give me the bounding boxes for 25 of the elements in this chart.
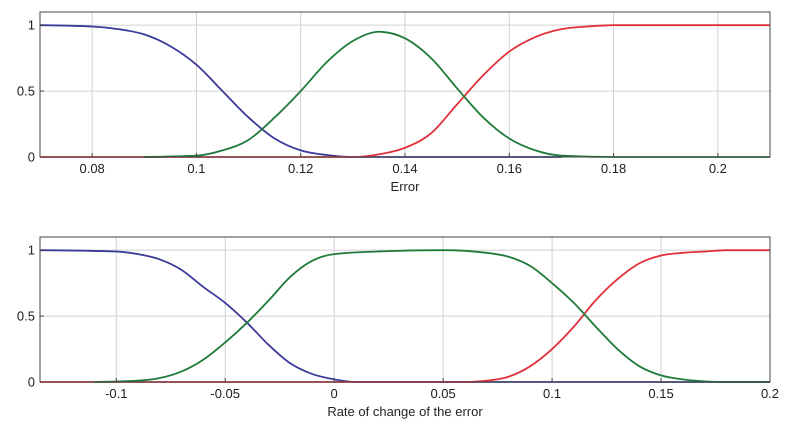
x-tick-label: 0.16 <box>496 161 522 176</box>
y-tick-label: 1 <box>28 242 35 258</box>
x-tick-label: 0.08 <box>79 161 105 176</box>
x-tick-label: 0.15 <box>648 386 674 401</box>
x-tick-label: 0.05 <box>430 386 456 401</box>
x-tick-label: 0.12 <box>288 161 314 176</box>
line-series <box>143 30 771 158</box>
x-tick-label: 0.1 <box>543 386 562 401</box>
x-tick-label: 0.14 <box>392 161 418 176</box>
y-tick-label: 0 <box>28 150 35 164</box>
y-tick-label: 1 <box>28 18 35 33</box>
x-tick-label: 0.2 <box>708 161 727 176</box>
y-tick-label: 0.5 <box>16 84 35 99</box>
x-axis-title: Rate of change of the error <box>327 404 484 419</box>
x-tick-label: -0.1 <box>105 386 128 401</box>
x-tick-label: 0.18 <box>600 161 626 176</box>
line-series <box>39 24 771 158</box>
y-tick-label: 0 <box>28 374 35 390</box>
line-series <box>39 24 562 158</box>
y-tick-label: 0.5 <box>16 308 35 324</box>
x-axis-title: Error <box>390 179 420 194</box>
x-tick-label: 0.1 <box>187 161 206 176</box>
x-tick-label: 0.2 <box>760 386 780 401</box>
x-tick-label: 0 <box>330 386 338 401</box>
x-tick-label: -0.05 <box>210 386 240 401</box>
